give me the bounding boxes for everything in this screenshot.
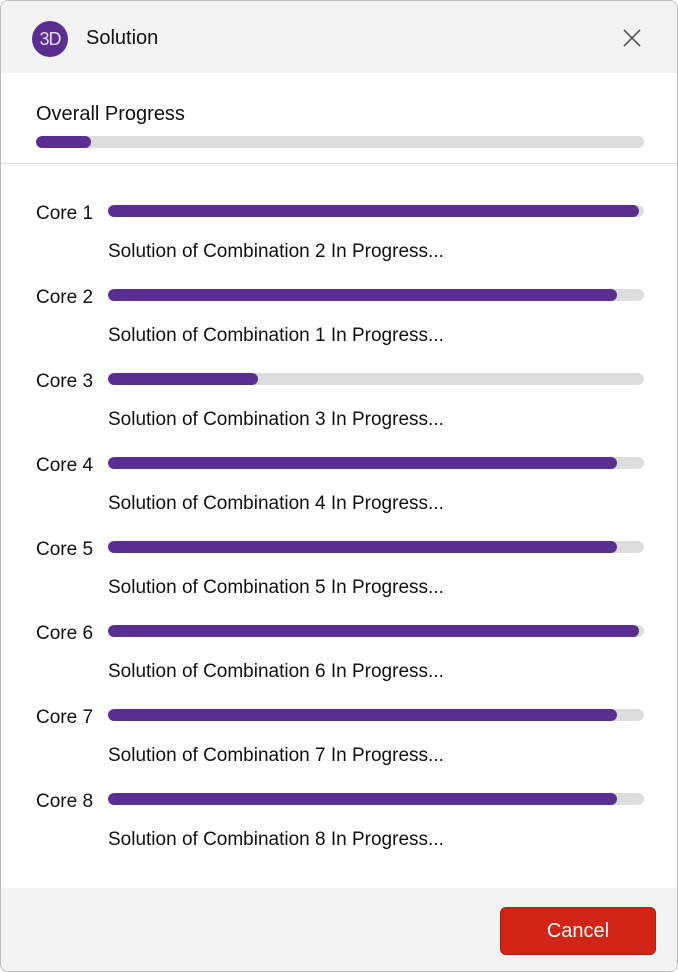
core-label: Core 3 (36, 371, 94, 392)
core-progress-fill (108, 289, 618, 301)
cancel-button[interactable]: Cancel (500, 907, 656, 955)
core-progress-fill (108, 793, 618, 805)
title-bar: 3D Solution (1, 1, 677, 73)
core-progress-bar (108, 205, 644, 217)
core-label: Core 7 (36, 707, 94, 728)
core-label: Core 4 (36, 455, 94, 476)
overall-progress-bar (36, 136, 644, 148)
core-status-text: Solution of Combination 4 In Progress... (108, 493, 444, 514)
dialog-title: Solution (86, 27, 159, 49)
core-label: Core 1 (36, 203, 94, 224)
core-progress-fill (108, 373, 259, 385)
core-progress-bar (108, 457, 644, 469)
core-progress-bar (108, 541, 644, 553)
core-label: Core 6 (36, 623, 94, 644)
core-progress-bar (108, 625, 644, 637)
core-label: Core 5 (36, 539, 94, 560)
core-progress-fill (108, 709, 618, 721)
core-status-text: Solution of Combination 1 In Progress... (108, 325, 444, 346)
core-progress-bar (108, 793, 644, 805)
core-status-text: Solution of Combination 2 In Progress... (108, 241, 444, 262)
core-label: Core 8 (36, 791, 94, 812)
close-icon[interactable] (619, 25, 645, 51)
overall-progress-fill (36, 136, 91, 148)
core-status-text: Solution of Combination 6 In Progress... (108, 661, 444, 682)
divider (1, 163, 677, 164)
core-progress-bar (108, 709, 644, 721)
core-status-text: Solution of Combination 3 In Progress... (108, 409, 444, 430)
core-progress-fill (108, 541, 618, 553)
core-status-text: Solution of Combination 7 In Progress... (108, 745, 444, 766)
core-progress-fill (108, 205, 639, 217)
core-progress-bar (108, 289, 644, 301)
core-label: Core 2 (36, 287, 94, 308)
core-progress-bar (108, 373, 644, 385)
core-progress-fill (108, 457, 618, 469)
core-progress-fill (108, 625, 639, 637)
core-status-text: Solution of Combination 5 In Progress... (108, 577, 444, 598)
core-status-text: Solution of Combination 8 In Progress... (108, 829, 444, 850)
app-logo: 3D (32, 21, 68, 57)
overall-progress-label: Overall Progress (36, 103, 185, 125)
